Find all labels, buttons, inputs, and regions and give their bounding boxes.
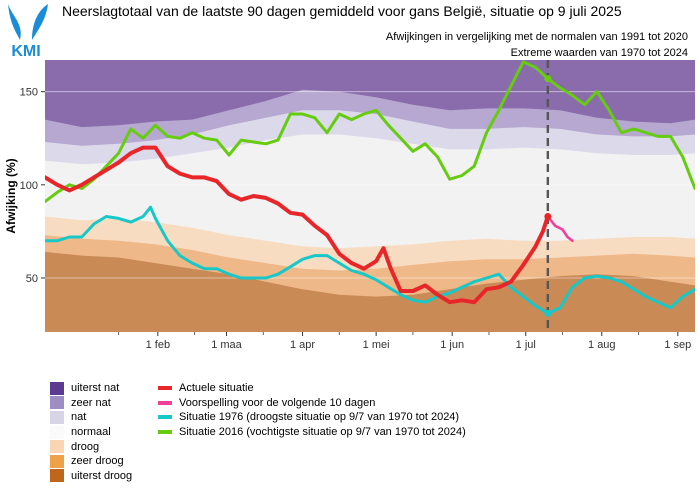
legend-item-actueel: Actuele situatie — [158, 381, 466, 396]
x-tick-label: 1 jun — [440, 339, 464, 351]
legend-line-swatch — [158, 415, 172, 420]
current-point-2016 — [544, 75, 552, 83]
y-axis-label: Afwijking (%) — [4, 158, 18, 233]
legend-label: zeer nat — [71, 396, 111, 409]
series-line-voorspelling — [546, 215, 574, 242]
x-tick-label: 1 aug — [588, 339, 616, 351]
chart-title: Neerslagtotaal van de laatste 90 dagen g… — [62, 3, 622, 19]
legend-swatch — [50, 425, 64, 439]
legend-line-swatch — [158, 430, 172, 435]
legend-label: uiterst droog — [71, 469, 133, 482]
legend-item-s1976: Situatie 1976 (droogste situatie op 9/7 … — [158, 410, 466, 425]
legend-swatch — [50, 469, 64, 483]
legend-item-normaal: normaal — [50, 425, 132, 440]
band-uiterst-droog — [45, 251, 695, 332]
y-tick-label: 150 — [20, 87, 38, 99]
legend-item-nat: nat — [50, 410, 132, 425]
x-tick-label: 1 feb — [146, 339, 170, 351]
legend-swatch — [50, 396, 64, 410]
series-line-s1976 — [45, 205, 695, 315]
x-tick-label: 1 sep — [664, 339, 691, 351]
x-tick-label: 1 jul — [516, 339, 536, 351]
y-tick-label: 50 — [26, 273, 38, 285]
x-tick-label: 1 apr — [290, 339, 315, 351]
kmi-logo-text: KMI — [11, 43, 40, 58]
current-point-actueel — [544, 212, 552, 220]
kmi-logo: KMI — [8, 4, 48, 58]
legend-swatch — [50, 454, 64, 468]
x-tick-label: 1 mei — [363, 339, 390, 351]
legend-swatch — [50, 410, 64, 424]
x-tick-label: 1 maa — [211, 339, 242, 351]
legend-label: Actuele situatie — [179, 382, 254, 395]
legend-item-uiterst-nat: uiterst nat — [50, 381, 132, 396]
legend-label: droog — [71, 440, 100, 453]
kmi-logo-wave-right — [32, 4, 48, 40]
series-line-s2016 — [45, 60, 695, 204]
current-point-1976 — [544, 309, 552, 317]
legend-item-uiterst-droog: uiterst droog — [50, 469, 132, 484]
kmi-logo-wave-left — [8, 4, 21, 40]
legend-item-voorspelling: Voorspelling voor de volgende 10 dagen — [158, 396, 466, 411]
legend-item-s2016: Situatie 2016 (vochtigste situatie op 9/… — [158, 425, 466, 440]
legend-line-swatch — [158, 400, 172, 405]
legend-label: Situatie 1976 (droogste situatie op 9/7 … — [179, 411, 460, 424]
legend-label: Situatie 2016 (vochtigste situatie op 9/… — [179, 426, 466, 439]
legend-label: uiterst nat — [71, 382, 120, 395]
chart-subtitle-extremes: Extreme waarden van 1970 tot 2024 — [510, 47, 688, 59]
legend-item-droog: droog — [50, 439, 132, 454]
chart-subtitle-normals: Afwijkingen in vergelijking met de norma… — [385, 31, 688, 43]
legend-series: Actuele situatie Voorspelling voor de vol… — [158, 381, 466, 439]
legend-label: normaal — [71, 426, 111, 439]
y-tick-label: 100 — [20, 180, 38, 192]
legend-line-swatch — [158, 386, 172, 391]
legend-label: Voorspelling voor de volgende 10 dagen — [179, 396, 376, 409]
legend-item-zeer-droog: zeer droog — [50, 454, 132, 469]
series-line-actueel — [45, 145, 550, 305]
legend-swatch — [50, 381, 64, 395]
legend-swatch — [50, 440, 64, 454]
legend-label: nat — [71, 411, 87, 424]
legend-item-zeer-nat: zeer nat — [50, 396, 132, 411]
legend-categories: uiterst nat zeer nat nat normaal droog zeer d… — [50, 381, 132, 483]
legend-label: zeer droog — [71, 455, 124, 468]
